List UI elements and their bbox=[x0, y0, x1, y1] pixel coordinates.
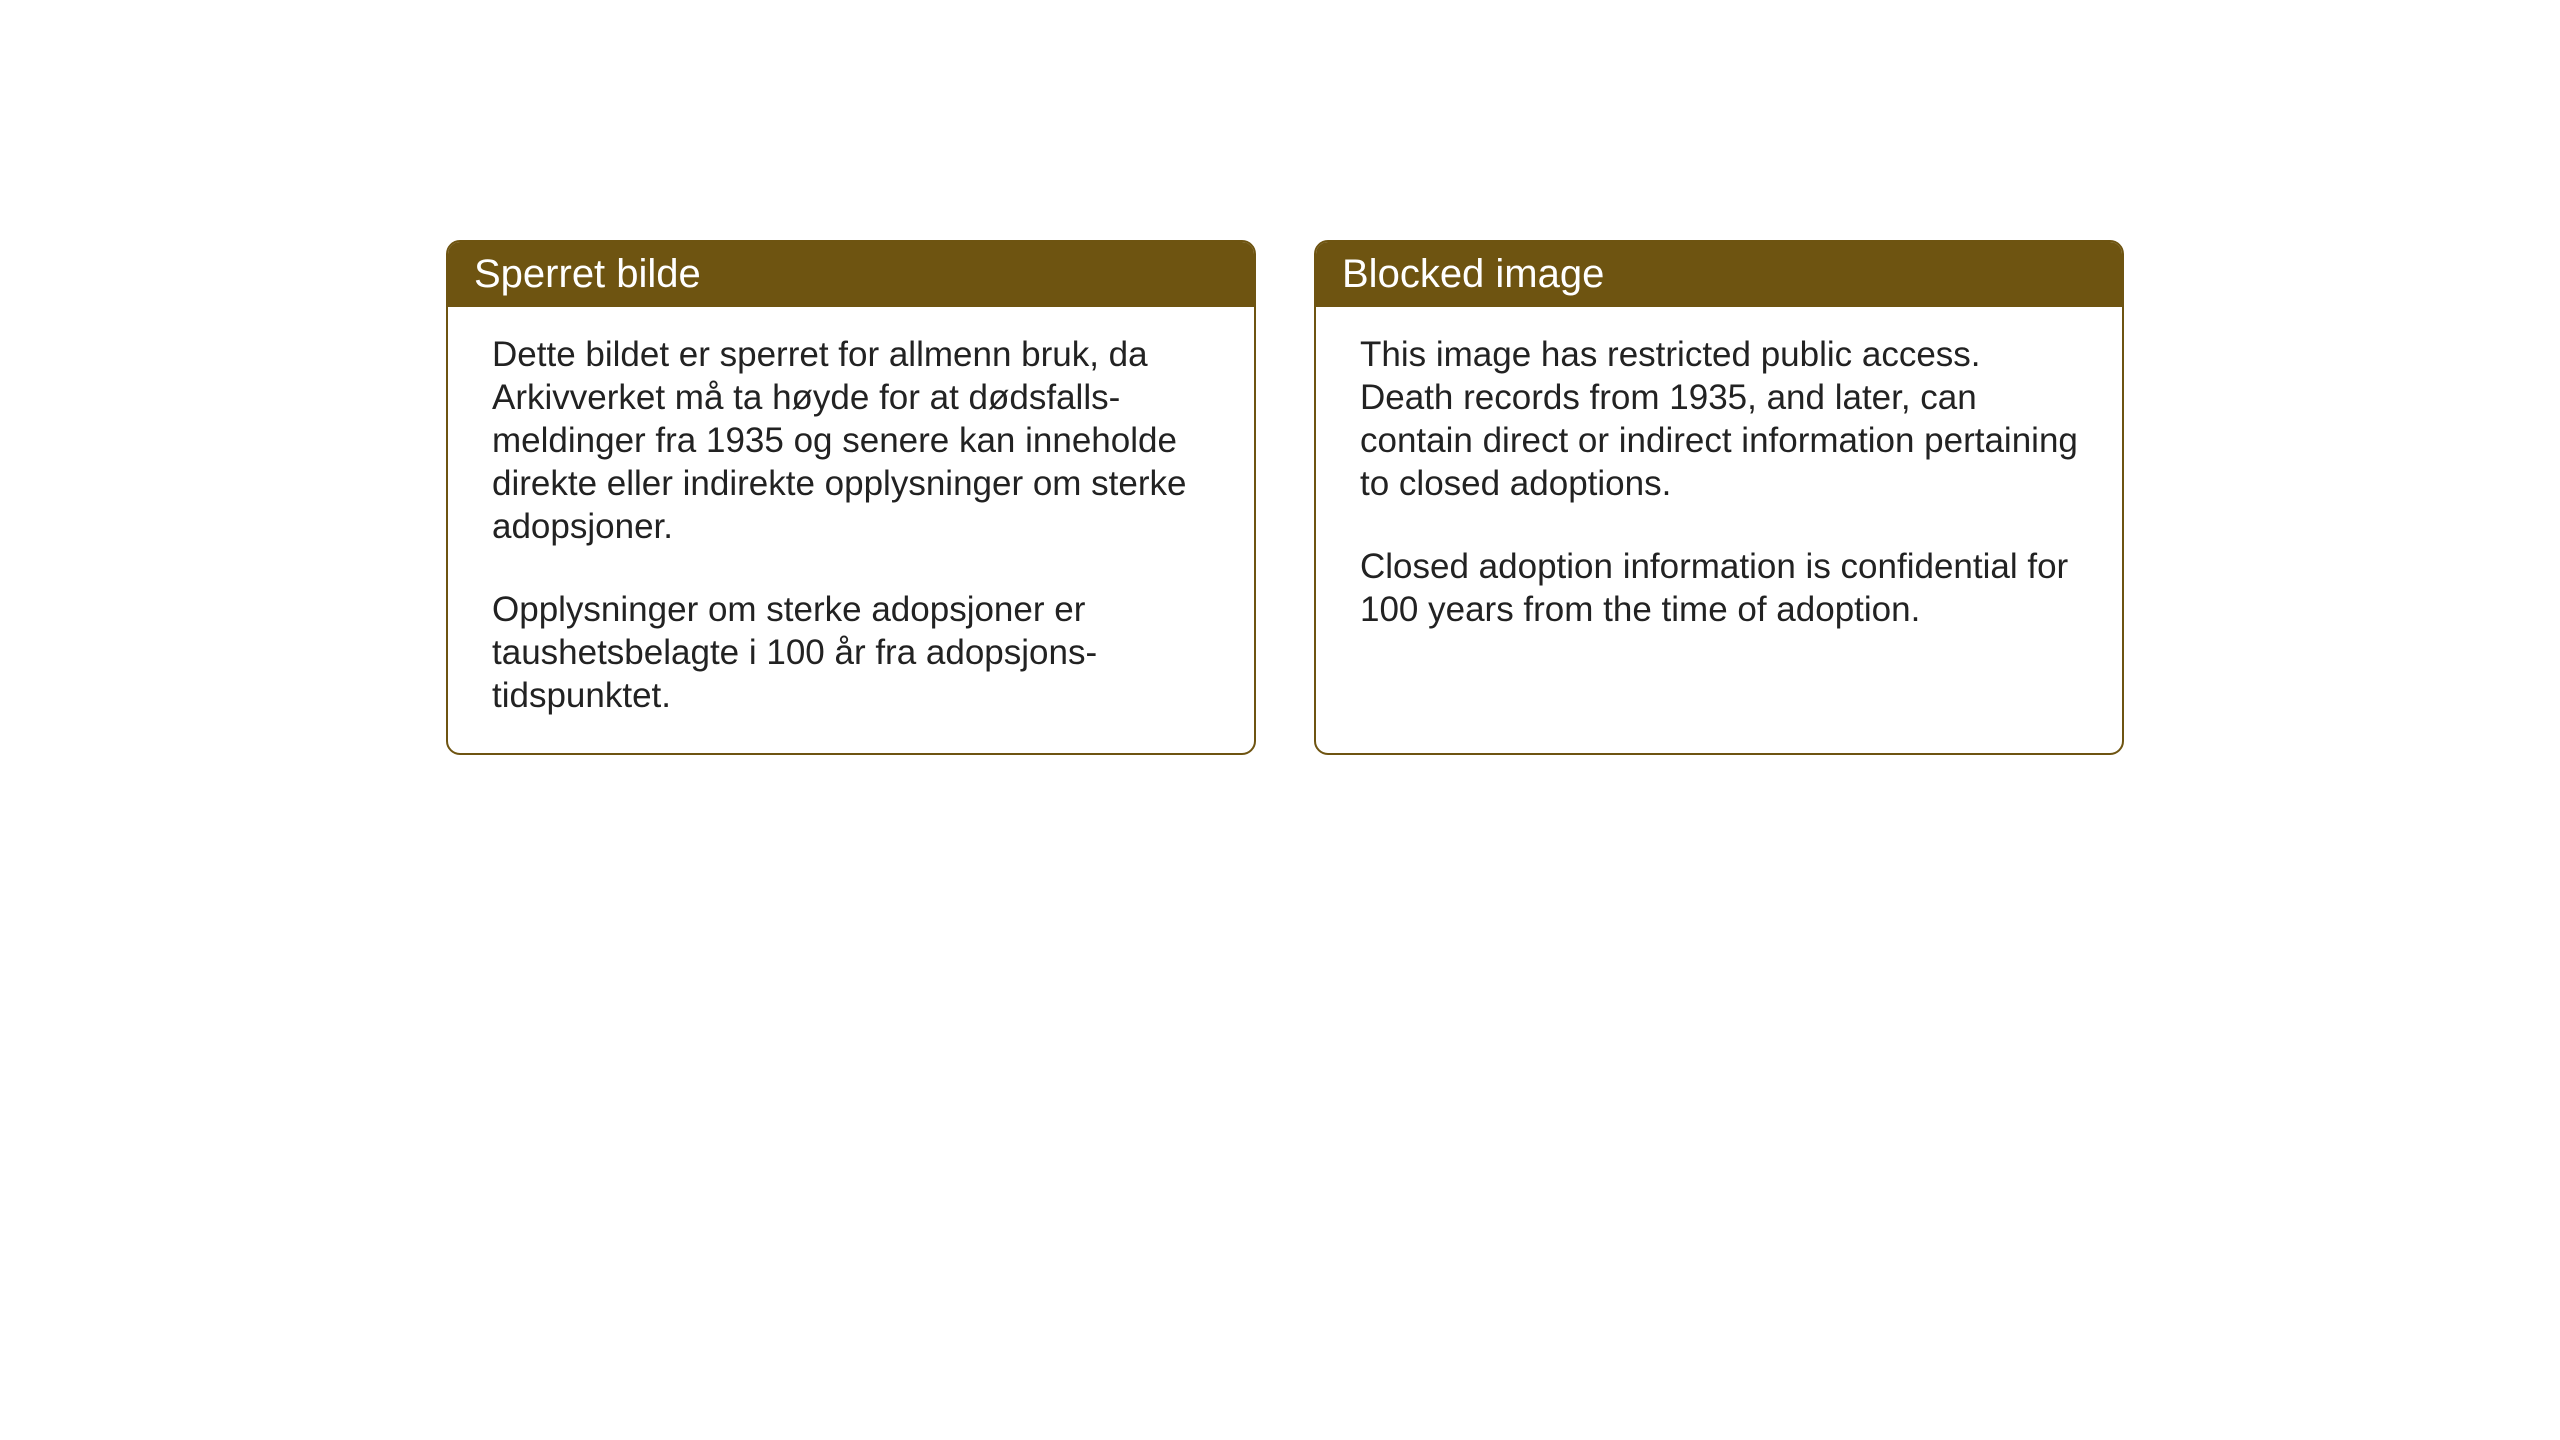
notice-container: Sperret bilde Dette bildet er sperret fo… bbox=[446, 240, 2124, 755]
notice-header-english: Blocked image bbox=[1316, 242, 2122, 307]
notice-paragraph-1-english: This image has restricted public access.… bbox=[1360, 333, 2078, 505]
notice-body-english: This image has restricted public access.… bbox=[1316, 307, 2122, 745]
notice-paragraph-2-english: Closed adoption information is confident… bbox=[1360, 545, 2078, 631]
notice-card-english: Blocked image This image has restricted … bbox=[1314, 240, 2124, 755]
notice-paragraph-1-norwegian: Dette bildet er sperret for allmenn bruk… bbox=[492, 333, 1210, 548]
notice-title-norwegian: Sperret bilde bbox=[474, 252, 701, 296]
notice-body-norwegian: Dette bildet er sperret for allmenn bruk… bbox=[448, 307, 1254, 753]
notice-card-norwegian: Sperret bilde Dette bildet er sperret fo… bbox=[446, 240, 1256, 755]
notice-header-norwegian: Sperret bilde bbox=[448, 242, 1254, 307]
notice-title-english: Blocked image bbox=[1342, 252, 1604, 296]
notice-paragraph-2-norwegian: Opplysninger om sterke adopsjoner er tau… bbox=[492, 588, 1210, 717]
